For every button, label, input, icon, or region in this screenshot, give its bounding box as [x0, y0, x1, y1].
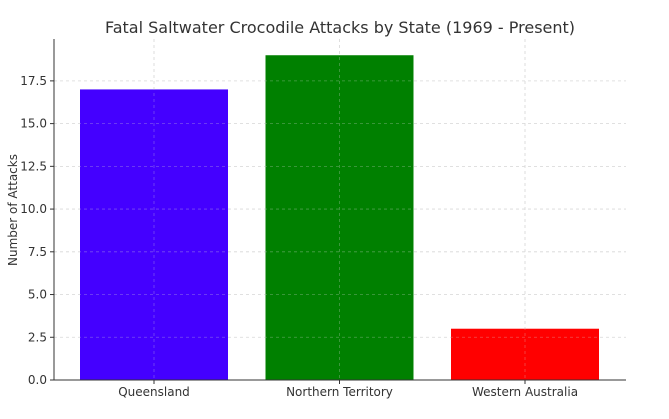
bar-western-australia	[451, 328, 599, 380]
y-tick-label: 17.5	[20, 74, 47, 88]
y-tick-label: 12.5	[20, 159, 47, 173]
y-tick-label: 7.5	[28, 245, 47, 259]
y-tick-label: 15.0	[20, 117, 47, 131]
y-tick-label: 5.0	[28, 288, 47, 302]
bar-layer	[80, 55, 599, 381]
x-tick-label: Northern Territory	[286, 385, 393, 399]
chart-title: Fatal Saltwater Crocodile Attacks by Sta…	[105, 18, 575, 37]
x-tick-label: Queensland	[118, 385, 190, 399]
x-tick-label: Western Australia	[472, 385, 578, 399]
bar-northern-territory	[265, 55, 414, 380]
y-tick-label: 2.5	[28, 330, 47, 344]
y-tick-label: 10.0	[20, 202, 47, 216]
y-tick-label: 0.0	[28, 373, 47, 387]
y-axis-label: Number of Attacks	[6, 154, 20, 266]
bar-queensland	[80, 89, 228, 381]
tick-layer: 0.0 2.5 5.0 7.5 10.0 12.5 15.0 17.5 Queensland No…	[20, 74, 578, 399]
